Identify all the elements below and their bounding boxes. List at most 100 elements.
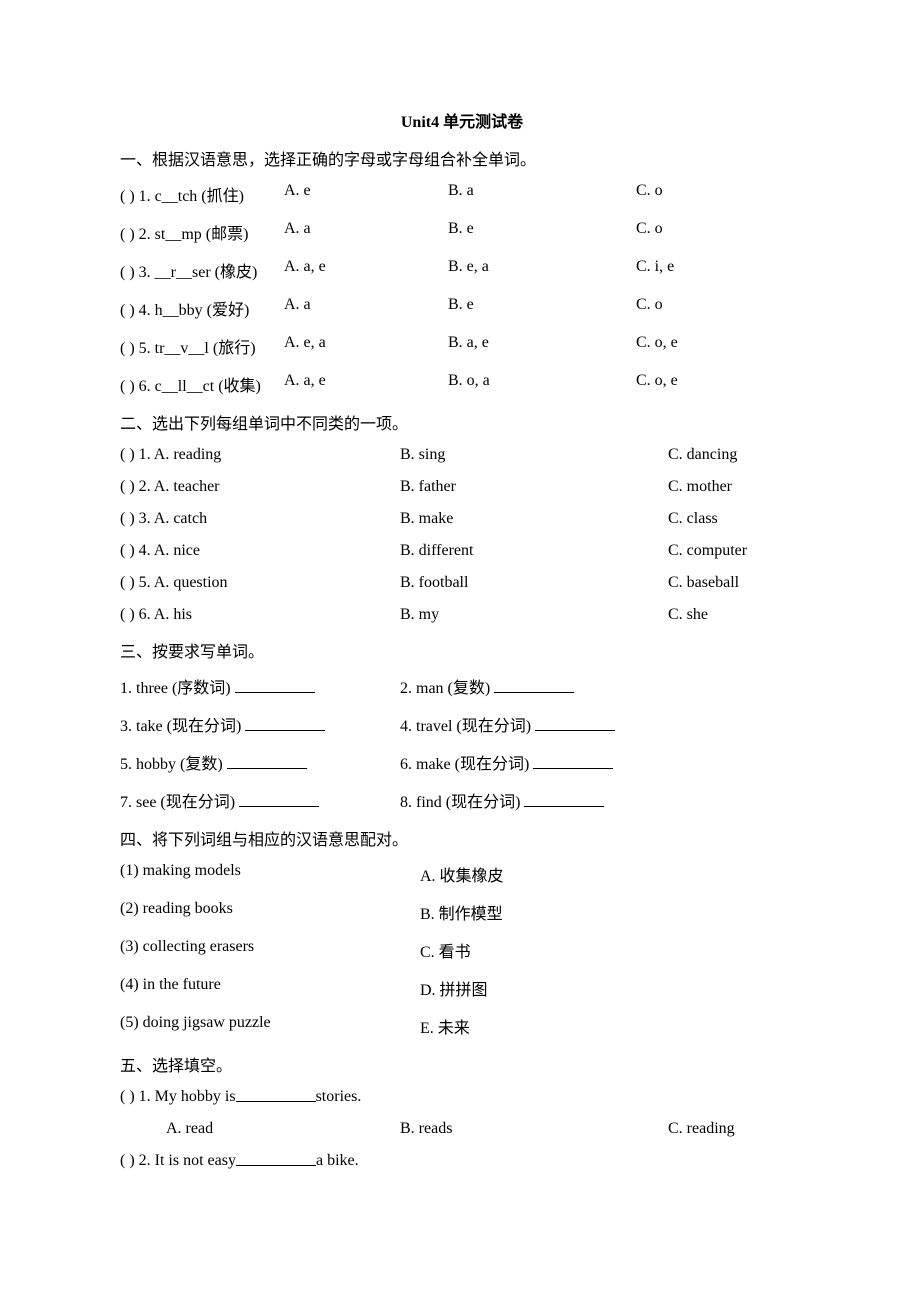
s2-q-opt-a[interactable]: ( ) 6. A. his	[120, 606, 400, 624]
s5-q2-before: ( ) 2. It is not easy	[120, 1152, 236, 1170]
blank-input[interactable]	[245, 717, 325, 731]
s3-q-left[interactable]: 3. take (现在分词)	[120, 712, 400, 736]
blank-input[interactable]	[524, 793, 604, 807]
s2-q-opt-c: C. mother	[668, 478, 804, 496]
s2-item-4: ( ) 4. A. nice B. different C. computer	[120, 542, 804, 560]
s5-q1-prompt[interactable]: ( ) 1. My hobby is stories.	[120, 1088, 804, 1106]
blank-input[interactable]	[533, 755, 613, 769]
s1-q-prompt[interactable]: ( ) 4. h__bby (爱好)	[120, 296, 284, 320]
s1-q-prompt[interactable]: ( ) 2. st__mp (邮票)	[120, 220, 284, 244]
s2-q-opt-c: C. class	[668, 510, 804, 528]
s3-q-left[interactable]: 5. hobby (复数)	[120, 750, 400, 774]
s5-q1-after: stories.	[316, 1088, 362, 1106]
s3-q-right[interactable]: 4. travel (现在分词)	[400, 712, 804, 736]
s1-q-opt-b: B. e, a	[448, 258, 636, 282]
s3-q-right-text: 4. travel (现在分词)	[400, 718, 535, 735]
s4-item-3: (3) collecting erasers C. 看书	[120, 938, 804, 962]
s3-q-right-text: 2. man (复数)	[400, 680, 494, 697]
s3-item-2: 3. take (现在分词) 4. travel (现在分词)	[120, 712, 804, 736]
s3-q-right-text: 6. make (现在分词)	[400, 756, 533, 773]
blank-input[interactable]	[236, 1088, 316, 1102]
s3-item-1: 1. three (序数词) 2. man (复数)	[120, 674, 804, 698]
s1-item-2: ( ) 2. st__mp (邮票) A. a B. e C. o	[120, 220, 804, 244]
s2-q-opt-b: B. sing	[400, 446, 668, 464]
blank-input[interactable]	[227, 755, 307, 769]
s1-item-6: ( ) 6. c__ll__ct (收集) A. a, e B. o, a C.…	[120, 372, 804, 396]
s4-q-right: D. 拼拼图	[420, 976, 804, 1000]
s5-q1-opt-b: B. reads	[400, 1120, 668, 1138]
s1-q-opt-b: B. e	[448, 296, 636, 320]
page-title: Unit4 单元测试卷	[120, 108, 804, 132]
s1-q-opt-c: C. o	[636, 220, 804, 244]
section1-header: 一、根据汉语意思，选择正确的字母或字母组合补全单词。	[120, 146, 804, 170]
s1-q-opt-a: A. e, a	[284, 334, 448, 358]
section3-header: 三、按要求写单词。	[120, 638, 804, 662]
s3-q-right[interactable]: 6. make (现在分词)	[400, 750, 804, 774]
s3-q-left[interactable]: 1. three (序数词)	[120, 674, 400, 698]
s3-q-right[interactable]: 8. find (现在分词)	[400, 788, 804, 812]
s4-q-left[interactable]: (5) doing jigsaw puzzle	[120, 1014, 420, 1038]
s1-q-opt-b: B. e	[448, 220, 636, 244]
s4-item-4: (4) in the future D. 拼拼图	[120, 976, 804, 1000]
s2-item-6: ( ) 6. A. his B. my C. she	[120, 606, 804, 624]
s2-q-opt-a[interactable]: ( ) 4. A. nice	[120, 542, 400, 560]
s5-q2-prompt[interactable]: ( ) 2. It is not easy a bike.	[120, 1152, 804, 1170]
s1-q-opt-a: A. a, e	[284, 258, 448, 282]
s2-q-opt-a[interactable]: ( ) 2. A. teacher	[120, 478, 400, 496]
blank-input[interactable]	[494, 679, 574, 693]
s1-item-1: ( ) 1. c__tch (抓住) A. e B. a C. o	[120, 182, 804, 206]
section5-header: 五、选择填空。	[120, 1052, 804, 1076]
s1-q-opt-c: C. o, e	[636, 334, 804, 358]
s4-q-left[interactable]: (3) collecting erasers	[120, 938, 420, 962]
s3-q-left-text: 3. take (现在分词)	[120, 718, 245, 735]
s3-q-left-text: 1. three (序数词)	[120, 680, 235, 697]
s2-item-3: ( ) 3. A. catch B. make C. class	[120, 510, 804, 528]
s1-q-prompt[interactable]: ( ) 6. c__ll__ct (收集)	[120, 372, 284, 396]
s3-q-right[interactable]: 2. man (复数)	[400, 674, 804, 698]
s4-q-left[interactable]: (2) reading books	[120, 900, 420, 924]
s1-q-prompt[interactable]: ( ) 1. c__tch (抓住)	[120, 182, 284, 206]
s4-item-2: (2) reading books B. 制作模型	[120, 900, 804, 924]
s1-q-opt-b: B. a, e	[448, 334, 636, 358]
s2-item-5: ( ) 5. A. question B. football C. baseba…	[120, 574, 804, 592]
s1-q-opt-a: A. a	[284, 220, 448, 244]
s1-q-opt-c: C. o, e	[636, 372, 804, 396]
s2-q-opt-b: B. different	[400, 542, 668, 560]
s1-q-opt-a: A. a	[284, 296, 448, 320]
s2-q-opt-b: B. father	[400, 478, 668, 496]
s4-q-right: B. 制作模型	[420, 900, 804, 924]
s2-q-opt-c: C. baseball	[668, 574, 804, 592]
s1-q-prompt[interactable]: ( ) 3. __r__ser (橡皮)	[120, 258, 284, 282]
s4-q-left[interactable]: (1) making models	[120, 862, 420, 886]
s1-q-prompt[interactable]: ( ) 5. tr__v__l (旅行)	[120, 334, 284, 358]
s1-item-4: ( ) 4. h__bby (爱好) A. a B. e C. o	[120, 296, 804, 320]
s2-q-opt-b: B. make	[400, 510, 668, 528]
s2-q-opt-b: B. football	[400, 574, 668, 592]
s3-item-4: 7. see (现在分词) 8. find (现在分词)	[120, 788, 804, 812]
blank-input[interactable]	[535, 717, 615, 731]
s1-q-opt-c: C. o	[636, 182, 804, 206]
s5-q1-opt-a: A. read	[166, 1120, 400, 1138]
s3-q-left[interactable]: 7. see (现在分词)	[120, 788, 400, 812]
s1-q-opt-a: A. a, e	[284, 372, 448, 396]
s2-q-opt-a[interactable]: ( ) 3. A. catch	[120, 510, 400, 528]
blank-input[interactable]	[236, 1152, 316, 1166]
s3-item-3: 5. hobby (复数) 6. make (现在分词)	[120, 750, 804, 774]
s4-item-1: (1) making models A. 收集橡皮	[120, 862, 804, 886]
s2-q-opt-c: C. she	[668, 606, 804, 624]
s2-q-opt-b: B. my	[400, 606, 668, 624]
s3-q-left-text: 7. see (现在分词)	[120, 794, 239, 811]
s3-q-left-text: 5. hobby (复数)	[120, 756, 227, 773]
s2-q-opt-c: C. computer	[668, 542, 804, 560]
s1-item-5: ( ) 5. tr__v__l (旅行) A. e, a B. a, e C. …	[120, 334, 804, 358]
s2-item-2: ( ) 2. A. teacher B. father C. mother	[120, 478, 804, 496]
s2-q-opt-a[interactable]: ( ) 5. A. question	[120, 574, 400, 592]
s1-q-opt-b: B. a	[448, 182, 636, 206]
s4-q-right: A. 收集橡皮	[420, 862, 804, 886]
s5-q2-after: a bike.	[316, 1152, 359, 1170]
s4-q-left[interactable]: (4) in the future	[120, 976, 420, 1000]
s2-q-opt-a[interactable]: ( ) 1. A. reading	[120, 446, 400, 464]
section2-header: 二、选出下列每组单词中不同类的一项。	[120, 410, 804, 434]
blank-input[interactable]	[239, 793, 319, 807]
blank-input[interactable]	[235, 679, 315, 693]
